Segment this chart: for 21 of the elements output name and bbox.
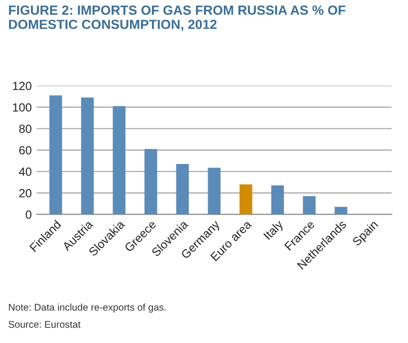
bar [176,164,189,214]
text: Note: Data include re-exports of gas. [8,304,166,313]
bar [81,98,94,214]
source-note: Source: Eurostat [8,320,80,328]
bar [240,184,252,214]
x-tick-label: Italy [263,219,286,242]
bar [112,106,126,214]
y-tick-label: 80 [19,124,32,134]
y-tick-label: 100 [13,103,32,112]
y-tick-label: 60 [19,146,32,154]
bar [144,148,158,214]
bar [302,196,316,214]
y-tick-label: 40 [19,168,32,176]
y-tick-label: 0 [26,210,32,219]
chart-title: FIGURE 2: IMPORTS OF GAS FROM RUSSIA AS % OF DOMESTIC CONSUMPTION, 2012 [9,5,346,31]
y-tick-label: 120 [13,82,32,90]
bar [49,95,62,214]
bar [271,185,284,214]
y-tick-label: 20 [19,188,32,198]
bar [208,168,221,214]
bar [334,206,348,214]
